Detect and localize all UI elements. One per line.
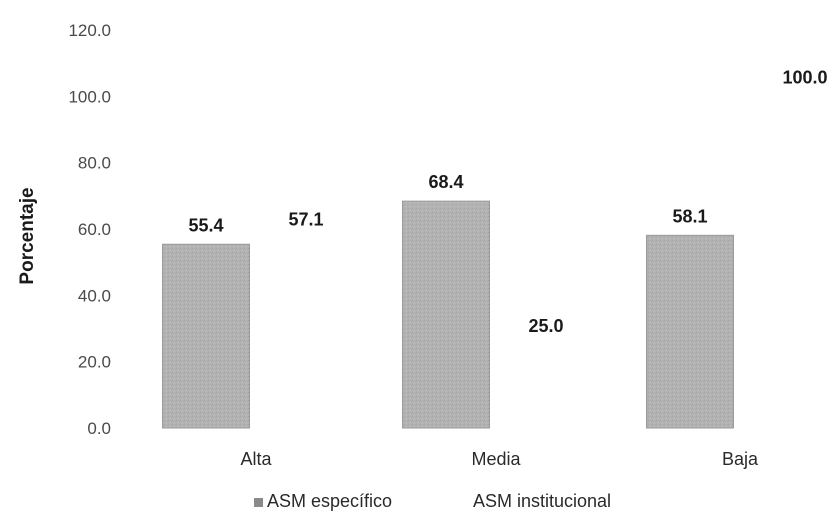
data-label: 55.4: [188, 215, 223, 235]
y-tick-label: 0.0: [87, 419, 111, 438]
y-tick-label: 20.0: [78, 353, 111, 372]
bar-asm-especifico-media: [402, 200, 490, 429]
bars: [162, 96, 834, 429]
legend-label: ASM específico: [267, 491, 392, 511]
data-label: 57.1: [288, 210, 323, 230]
legend-label: ASM institucional: [473, 491, 611, 511]
bar-asm-especifico-baja: [646, 234, 734, 429]
bar-asm-institucional-baja: [746, 96, 834, 428]
x-category-label: Media: [471, 449, 521, 469]
data-label: 100.0: [782, 67, 827, 87]
data-labels: 55.4 68.4 58.1 57.1 25.0 100.0: [188, 67, 827, 336]
legend-swatch-asm-especifico: [254, 498, 263, 507]
data-label: 68.4: [428, 172, 463, 192]
data-label: 25.0: [528, 316, 563, 336]
y-tick-label: 80.0: [78, 154, 111, 173]
bar-asm-institucional-alta: [262, 238, 350, 428]
y-tick-label: 100.0: [68, 87, 111, 106]
y-tick-label: 120.0: [68, 21, 111, 40]
data-label: 58.1: [672, 206, 707, 226]
bar-asm-institucional-media: [502, 345, 590, 428]
y-axis-ticks: 0.0 20.0 40.0 60.0 80.0 100.0 120.0: [68, 21, 111, 438]
y-tick-label: 60.0: [78, 220, 111, 239]
legend: ASM específico ASM institucional: [254, 491, 611, 511]
category-labels: Alta Media Baja: [240, 449, 759, 469]
legend-swatch-asm-institucional: [460, 498, 469, 507]
x-category-label: Baja: [722, 449, 759, 469]
bar-asm-especifico-alta: [162, 243, 250, 429]
y-axis-title: Porcentaje: [17, 187, 38, 284]
x-category-label: Alta: [240, 449, 272, 469]
y-tick-label: 40.0: [78, 286, 111, 305]
